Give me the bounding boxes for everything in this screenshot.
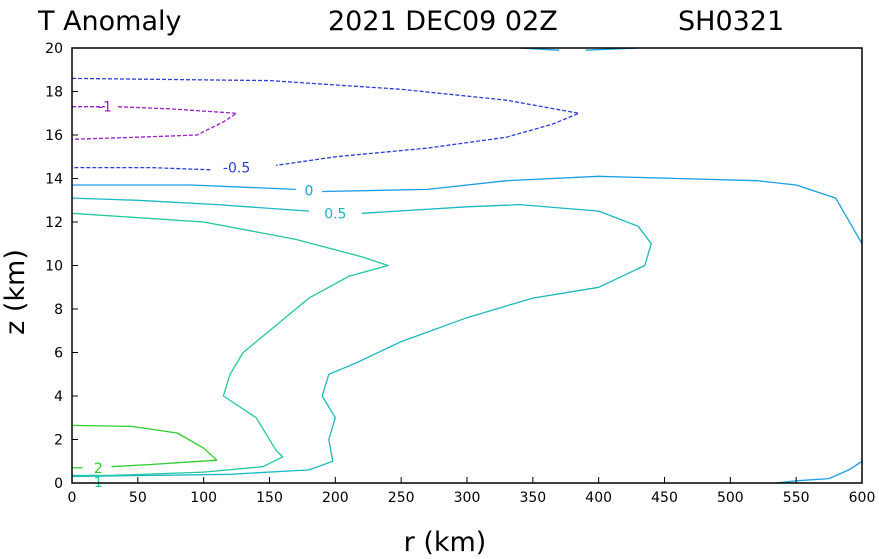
contour-line <box>71 77 580 167</box>
y-axis-label: z (km) <box>0 249 31 335</box>
plot-frame <box>71 47 863 484</box>
x-tick-label: 50 <box>129 490 147 506</box>
y-tick-label: 2 <box>54 433 63 449</box>
x-tick-label: 0 <box>68 490 77 506</box>
chart-title: T Anomaly <box>37 6 182 37</box>
y-tick-label: 16 <box>45 128 63 144</box>
y-tick-label: 6 <box>54 346 63 362</box>
y-tick-label: 0 <box>54 476 63 492</box>
y-tick-label: 4 <box>54 389 63 405</box>
contour-layer <box>71 47 863 484</box>
contour-line <box>72 184 296 191</box>
x-tick-label: 600 <box>849 490 876 506</box>
x-tick-label: 200 <box>322 490 349 506</box>
y-tick-label: 20 <box>45 41 63 57</box>
x-tick-label: 100 <box>190 490 217 506</box>
x-tick-label: 450 <box>651 490 678 506</box>
x-tick-label: 250 <box>388 490 415 506</box>
chart-date: 2021 DEC09 02Z <box>328 6 558 37</box>
y-axis: 0 2 4 6 8 10 12 14 16 18 20 <box>45 41 78 492</box>
chart-storm-id: SH0321 <box>678 6 784 37</box>
x-axis-label: r (km) <box>404 527 487 558</box>
x-tick-label: 400 <box>585 490 612 506</box>
y-tick-label: 14 <box>45 172 63 188</box>
y-tick-label: 8 <box>54 302 63 318</box>
contour-label: -0.5 <box>223 161 250 177</box>
contour-line <box>776 460 863 484</box>
x-tick-label: 500 <box>717 490 744 506</box>
contour-line <box>322 175 863 245</box>
contour-label: 0 <box>305 183 314 199</box>
x-tick-label: 150 <box>256 490 283 506</box>
contour-line <box>71 106 238 140</box>
x-tick-label: 300 <box>454 490 481 506</box>
x-axis: 0 50 100 150 200 250 300 350 400 450 500 550 600 <box>68 477 876 506</box>
contour-label: -1 <box>98 100 112 116</box>
x-tick-label: 350 <box>519 490 546 506</box>
contour-line <box>71 197 310 212</box>
contour-label: 2 <box>94 461 103 477</box>
contour-label: 0.5 <box>324 206 346 222</box>
y-tick-label: 18 <box>45 85 63 101</box>
y-tick-label: 10 <box>45 259 63 275</box>
contour-line <box>71 203 652 478</box>
contour-line <box>71 212 389 477</box>
x-tick-label: 550 <box>783 490 810 506</box>
contour-label-layer: -1-0.500.512 <box>94 100 347 491</box>
contour-line <box>72 166 211 171</box>
y-tick-label: 12 <box>45 215 63 231</box>
contour-line <box>71 424 218 468</box>
